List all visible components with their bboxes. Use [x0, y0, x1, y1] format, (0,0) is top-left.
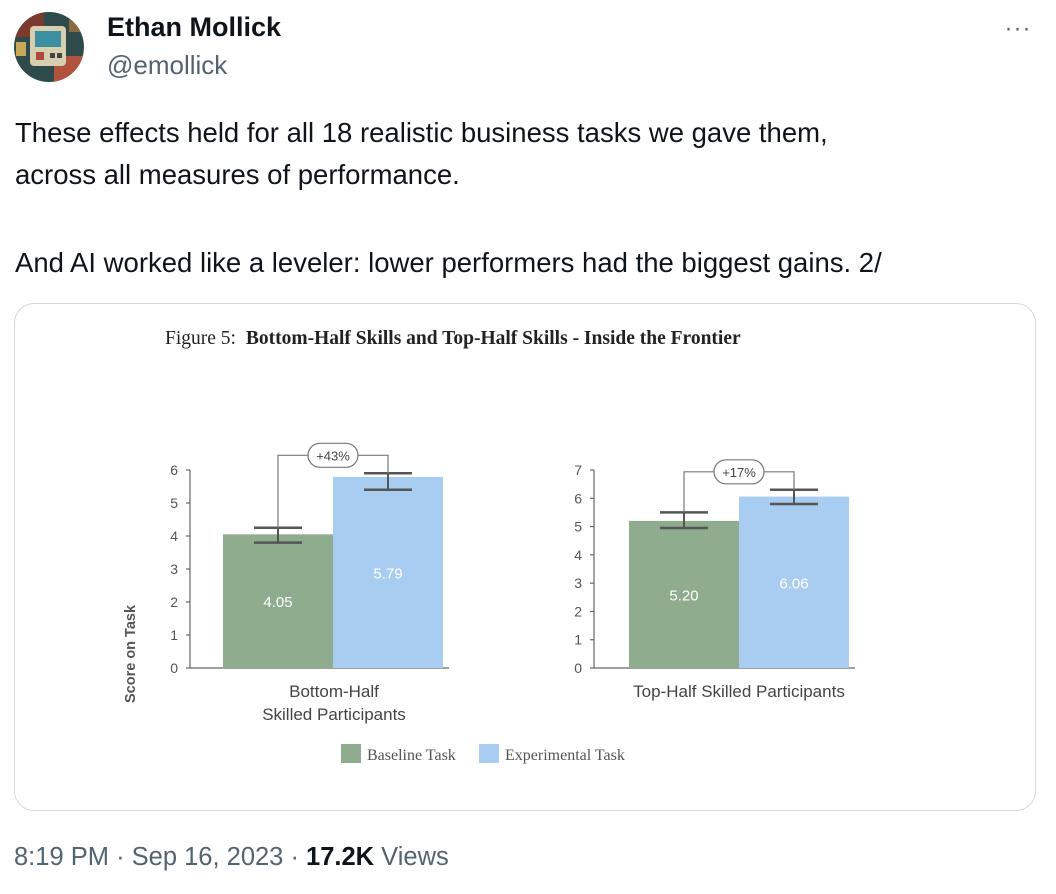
- legend-label-experimental: Experimental Task: [505, 747, 625, 764]
- y-tick-label: 2: [574, 603, 582, 619]
- figure-title: Bottom-Half Skills and Top-Half Skills -…: [246, 328, 741, 349]
- views-label: Views: [381, 843, 449, 871]
- y-tick-label: 5: [574, 519, 582, 535]
- avatar-image: [14, 12, 84, 82]
- bar-experimental: [333, 476, 443, 668]
- separator: ·: [116, 843, 132, 871]
- annotation-label: +17%: [722, 465, 756, 480]
- legend-swatch-baseline: [341, 744, 361, 763]
- tweet-line: And AI worked like a leveler: lower perf…: [15, 247, 882, 278]
- legend-label-baseline: Baseline Task: [367, 747, 456, 764]
- tweet-line: These effects held for all 18 realistic …: [15, 117, 828, 148]
- bar-value-label: 6.06: [779, 575, 808, 592]
- annotation-label: +43%: [316, 448, 350, 463]
- views-count: 17.2K: [306, 843, 375, 871]
- annotation-bubble: [713, 459, 765, 485]
- y-tick-label: 2: [170, 594, 178, 610]
- y-tick-label: 5: [170, 495, 178, 511]
- bar-experimental: [739, 496, 849, 668]
- y-tick-label: 6: [574, 490, 582, 506]
- legend-swatch-experimental: [479, 744, 499, 763]
- x-axis-label: Skilled Participants: [262, 705, 406, 724]
- tweet-date[interactable]: Sep 16, 2023: [131, 843, 284, 871]
- bar-baseline: [629, 520, 739, 668]
- tweet-meta: 8:19 PM · Sep 16, 2023 · 17.2K Views: [14, 843, 449, 872]
- y-tick-label: 4: [170, 528, 178, 544]
- tweet-line: across all measures of performance.: [15, 159, 460, 190]
- annotation-bubble: [307, 442, 359, 468]
- tweet-media-card[interactable]: Figure 5: Bottom-Half Skills and Top-Hal…: [14, 303, 1036, 811]
- author-handle[interactable]: @emollick: [107, 50, 228, 80]
- y-tick-label: 4: [574, 547, 582, 563]
- y-axis-label: Score on Task: [123, 604, 139, 703]
- y-tick-label: 0: [170, 660, 178, 676]
- x-axis-label: Bottom-Half: [289, 682, 379, 701]
- y-tick-label: 0: [574, 660, 582, 676]
- y-tick-label: 6: [170, 462, 178, 478]
- figure-prefix: Figure 5:: [165, 328, 236, 349]
- y-tick-label: 3: [170, 561, 178, 577]
- y-tick-label: 1: [170, 627, 178, 643]
- y-tick-label: 1: [574, 632, 582, 648]
- tweet-text: These effects held for all 18 realistic …: [15, 112, 1025, 284]
- x-axis-label: Top-Half Skilled Participants: [633, 682, 845, 701]
- y-tick-label: 7: [574, 462, 582, 478]
- y-tick-label: 3: [574, 575, 582, 591]
- bar-value-label: 5.20: [669, 587, 698, 604]
- svg-text:Figure 5: Bottom-Half Sk: Figure 5: Bottom-Half Skills and Top-Hal…: [165, 328, 741, 349]
- author-name[interactable]: Ethan Mollick: [107, 12, 282, 42]
- figure-image: Figure 5: Bottom-Half Skills and Top-Hal…: [123, 328, 855, 764]
- ellipsis-icon[interactable]: ···: [1004, 15, 1032, 42]
- bar-value-label: 5.79: [373, 565, 402, 582]
- bar-baseline: [223, 534, 333, 668]
- tweet-time[interactable]: 8:19 PM: [14, 843, 109, 871]
- separator: ·: [290, 843, 307, 871]
- avatar[interactable]: [14, 12, 84, 82]
- bar-value-label: 4.05: [263, 594, 292, 611]
